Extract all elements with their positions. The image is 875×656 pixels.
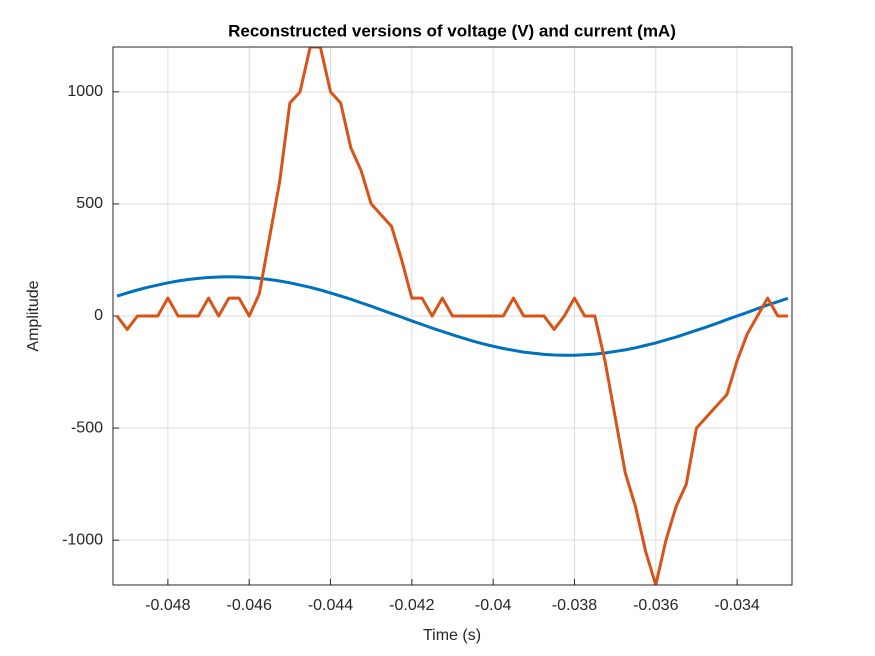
x-tick-label: -0.038: [552, 597, 597, 614]
axes-frame: [112, 46, 793, 586]
x-tick-label: -0.034: [714, 597, 759, 614]
x-tick-label: -0.044: [308, 597, 353, 614]
x-tick-label: -0.042: [389, 597, 434, 614]
y-tick-label: 1000: [67, 83, 103, 100]
chart-title: Reconstructed versions of voltage (V) an…: [228, 21, 676, 40]
x-tick-label: -0.046: [227, 597, 272, 614]
data-line: [115, 47, 788, 585]
data-line: [116, 275, 789, 357]
plot-area: [115, 47, 789, 585]
x-tick-label: -0.04: [475, 597, 512, 614]
y-axis-label: Amplitude: [25, 280, 42, 351]
grid: -0.048 -0.046 -0.044 -0.042 -0.04 -0.038 -0.03…: [62, 47, 792, 614]
y-tick-label: -500: [71, 419, 103, 436]
y-tick-label: 500: [76, 195, 103, 212]
x-axis-label: Time (s): [423, 627, 481, 644]
x-tick-label: -0.036: [633, 597, 678, 614]
y-tick-label: -1000: [62, 531, 103, 548]
x-tick-label: -0.048: [145, 597, 190, 614]
y-tick-label: 0: [94, 307, 103, 324]
